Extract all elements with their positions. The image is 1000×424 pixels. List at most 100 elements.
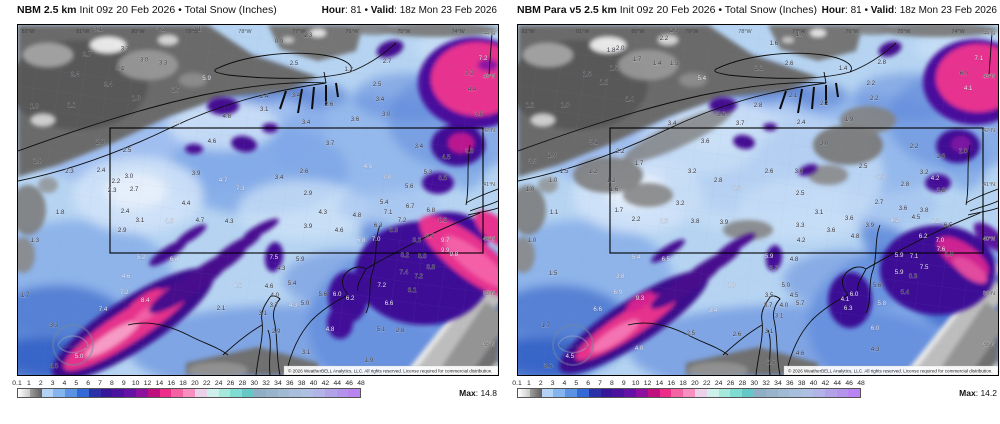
- snow-value-label: 2.8: [901, 181, 910, 188]
- snow-value-label: 1.1: [550, 209, 559, 216]
- snow-value-label: 9.8: [449, 251, 458, 258]
- snow-value-label: 3.2: [676, 200, 685, 207]
- snow-value-label: 3.2: [688, 168, 697, 175]
- longitude-label: 82°W: [21, 29, 35, 35]
- snow-value-label: 1.2: [344, 66, 353, 73]
- snow-value-label: 1.2: [526, 102, 535, 109]
- snow-value-label: 1.7: [541, 322, 550, 329]
- snow-value-label: 6.3: [909, 273, 918, 280]
- snow-value-label: 8.4: [141, 297, 150, 304]
- snow-value-label: 5.3: [877, 174, 886, 181]
- valid-value: 18z Mon 23 Feb 2026: [399, 5, 497, 16]
- snow-value-label: 6.9: [960, 70, 969, 77]
- snow-value-label: 4.3: [225, 218, 234, 225]
- colorbar-cell: [529, 389, 542, 397]
- snow-value-label: 3.4: [292, 92, 301, 99]
- snow-value-label: 4.3: [318, 209, 327, 216]
- snow-value-label: 5.4: [288, 280, 297, 287]
- colorbar-cell: [29, 389, 42, 397]
- snow-value-label: 5.3: [733, 185, 742, 192]
- snow-value-label: 3.3: [159, 59, 168, 66]
- colorbar-cell: [324, 389, 337, 397]
- snow-value-label: 3.4: [709, 307, 718, 314]
- colorbar-cell: [777, 389, 790, 397]
- longitude-label: 74°W: [452, 29, 466, 35]
- snow-value-label: 1.6: [610, 186, 619, 193]
- tick-label: 46: [845, 380, 853, 387]
- snow-value-label: 2.2: [632, 216, 641, 223]
- model-init-product: Init 09z 20 Feb 2026 • Total Snow (Inche…: [79, 4, 277, 16]
- snow-map-nbm: 3.1 3.2 2.1 2.7 3.3 3.0 3.3 2.4 2.4 2.4 1.8 1.1 1.8 2…: [17, 24, 499, 376]
- snow-value-label: 9.7: [441, 237, 450, 244]
- snow-value-label: 8.2: [401, 252, 410, 259]
- snow-value-label: 2.8: [754, 102, 763, 109]
- tick-label: 20: [691, 380, 699, 387]
- snow-value-label: 2.4: [260, 93, 269, 100]
- latitude-label: 44°N: [483, 31, 495, 37]
- snow-value-label: 1.7: [614, 207, 623, 214]
- snow-value-label: 1.4: [625, 96, 634, 103]
- snow-value-label: 4.5: [50, 363, 59, 370]
- snow-value-label: 3.1: [589, 139, 598, 146]
- snow-value-label: 6.6: [593, 306, 602, 313]
- snow-value-label: 3.0: [794, 168, 803, 175]
- tick-label: 9: [121, 380, 126, 387]
- tick-label: 0.1: [512, 380, 522, 387]
- colorbar-cell: [612, 389, 625, 397]
- snow-value-label: 6.9: [945, 251, 954, 258]
- tick-label: 4: [562, 380, 567, 387]
- snow-value-label: 3.1: [260, 106, 269, 113]
- panel-header: NBM 2.5 km Init 09z 20 Feb 2026 • Total …: [17, 4, 497, 24]
- tick-label: 18: [179, 380, 187, 387]
- snow-value-label: 7.2: [479, 55, 488, 62]
- map-valid-info: Hour: 81 • Valid: 18z Mon 23 Feb 2026: [321, 5, 497, 16]
- snow-value-label: 2.1: [217, 305, 226, 312]
- colorbar-cell: [171, 389, 184, 397]
- longitude-label: 81°W: [576, 29, 590, 35]
- snow-value-label: 5.4: [632, 254, 641, 261]
- snow-value-label: 3.4: [302, 119, 311, 126]
- snow-value-label: 7.3: [236, 185, 245, 192]
- snow-value-label: 2.2: [112, 178, 121, 185]
- longitude-label: 76°W: [845, 29, 859, 35]
- snow-value-label: 4.0: [635, 345, 644, 352]
- colorbar-ticks: 0.1 1 2 3 4 5 6 7 8 9 10 12 14 16 18 20 22 24 26 28 30 32 34 36…: [12, 379, 365, 388]
- snow-value-label: 4.8: [353, 212, 362, 219]
- colorbar-cell: [694, 389, 707, 397]
- tick-label: 36: [286, 380, 294, 387]
- snow-value-label: 5.0: [75, 353, 84, 360]
- snow-value-label: 6.7: [406, 203, 415, 210]
- snow-value-label: 8.7: [425, 233, 434, 240]
- snow-value-label: 3.0: [125, 173, 134, 180]
- snow-value-label: 4.3: [277, 265, 286, 272]
- snow-value-label: 1.9: [365, 357, 374, 364]
- max-value-label: Max: 14.2: [959, 388, 997, 398]
- snow-value-label: 5.6: [405, 183, 414, 190]
- colorbar-cell: [336, 389, 349, 397]
- snow-value-label: 1.8: [30, 103, 39, 110]
- snow-value-label: 1.0: [526, 186, 535, 193]
- tick-label: 1: [526, 380, 531, 387]
- snow-value-label: 2.2: [866, 80, 875, 87]
- snow-value-label: 3.7: [736, 120, 745, 127]
- snow-value-label: 2.6: [785, 60, 794, 67]
- snow-value-label: 2.6: [765, 168, 774, 175]
- snow-value-label: 3.1: [136, 217, 145, 224]
- snow-value-label: 2.8: [714, 177, 723, 184]
- tick-label: 5: [574, 380, 579, 387]
- snow-value-label: 1.0: [549, 177, 558, 184]
- tick-label: 10: [631, 380, 640, 387]
- snow-value-label: 3.1: [258, 310, 267, 317]
- valid-label: Valid: [370, 5, 395, 16]
- snow-value-label: 2.8: [396, 327, 405, 334]
- max-value: 14.8: [480, 388, 497, 398]
- snow-value-label: 8.8: [426, 264, 435, 271]
- latitude-label: 38°N: [983, 342, 995, 348]
- snow-value-label: 2.2: [755, 65, 764, 72]
- snow-value-label: 3.8: [691, 218, 700, 225]
- snow-value-label: 3.1: [302, 349, 311, 356]
- longitude-label: 80°W: [131, 29, 145, 35]
- tick-label: 0.1: [12, 380, 22, 387]
- tick-label: 46: [345, 380, 353, 387]
- colorbar-cell: [18, 389, 30, 397]
